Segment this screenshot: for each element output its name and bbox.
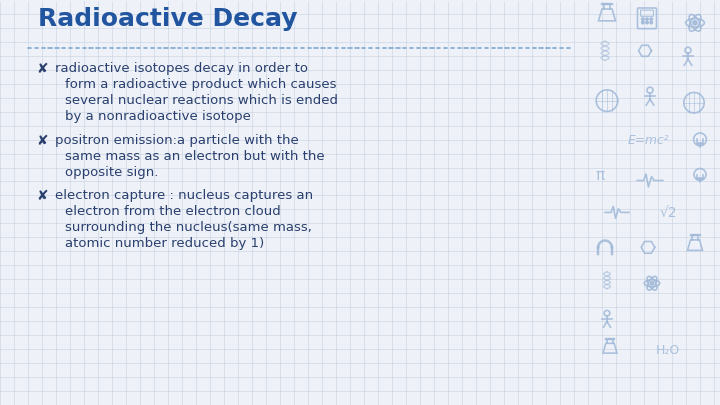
Text: form a radioactive product which causes: form a radioactive product which causes	[65, 78, 336, 91]
Text: ✘: ✘	[36, 62, 48, 76]
Text: ✘: ✘	[36, 134, 48, 147]
Text: ✘: ✘	[36, 190, 48, 203]
Circle shape	[650, 21, 652, 24]
Text: √2: √2	[660, 207, 677, 220]
Text: E=mc²: E=mc²	[627, 134, 669, 147]
Text: opposite sign.: opposite sign.	[65, 166, 158, 179]
Text: surrounding the nucleus(same mass,: surrounding the nucleus(same mass,	[65, 222, 312, 234]
Circle shape	[642, 18, 644, 20]
Circle shape	[650, 281, 654, 285]
Text: positron emission:a particle with the: positron emission:a particle with the	[55, 134, 299, 147]
Circle shape	[646, 18, 648, 20]
Text: π: π	[595, 168, 605, 183]
Circle shape	[646, 21, 648, 24]
Circle shape	[650, 18, 652, 20]
Text: same mass as an electron but with the: same mass as an electron but with the	[65, 149, 325, 162]
Text: Radioactive Decay: Radioactive Decay	[38, 7, 297, 31]
Text: H₂O: H₂O	[656, 343, 680, 357]
Text: atomic number reduced by 1): atomic number reduced by 1)	[65, 237, 264, 250]
Text: several nuclear reactions which is ended: several nuclear reactions which is ended	[65, 94, 338, 107]
Text: by a nonradioactive isotope: by a nonradioactive isotope	[65, 110, 251, 123]
Circle shape	[642, 21, 644, 24]
Text: radioactive isotopes decay in order to: radioactive isotopes decay in order to	[55, 62, 308, 75]
Text: electron capture : nucleus captures an: electron capture : nucleus captures an	[55, 190, 313, 202]
Text: electron from the electron cloud: electron from the electron cloud	[65, 205, 281, 218]
Circle shape	[693, 21, 697, 25]
